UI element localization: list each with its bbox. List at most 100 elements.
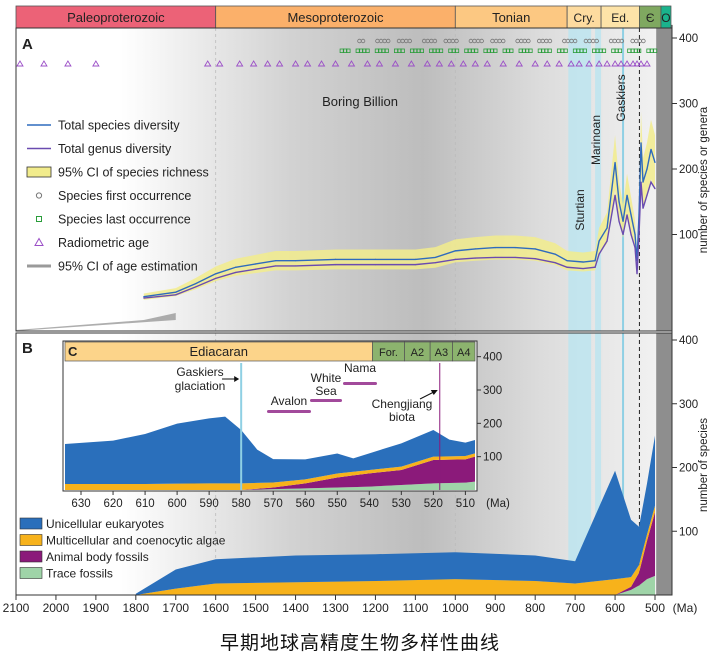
last-occurrence-marker — [611, 48, 616, 53]
glaciation-label: Marinoan — [589, 115, 603, 165]
phanerozoic-shade — [656, 333, 672, 595]
era-label: Ed. — [611, 11, 629, 25]
c-x-tick-label: 540 — [360, 498, 379, 510]
c-algae-area — [65, 453, 475, 490]
c-unicellular-area — [65, 416, 475, 484]
species-point — [255, 263, 257, 265]
radiometric-age-marker — [435, 60, 444, 67]
x-tick-label: 1200 — [362, 601, 389, 615]
genus-point — [594, 266, 596, 268]
last-occurrence-marker — [416, 48, 421, 53]
right-axis-tick-label: 400 — [679, 33, 698, 45]
glaciation-label: Gaskiers — [614, 74, 628, 121]
last-occurrence-marker — [365, 48, 370, 53]
species-diversity-line — [143, 142, 656, 298]
species-point — [414, 258, 416, 260]
last-occurrence-marker — [397, 48, 402, 53]
genus-point — [195, 286, 197, 288]
panel-b-right-axis-label: number of species — [698, 418, 710, 512]
legend-label: 95% CI of age estimation — [58, 260, 198, 274]
last-occurrence-marker — [355, 48, 361, 53]
radiometric-age-marker — [633, 60, 641, 67]
radiometric-age-marker — [263, 60, 272, 67]
right-axis-tick-label: 100 — [679, 230, 698, 242]
unicellular-area — [135, 435, 655, 595]
last-occurrence-marker — [601, 48, 607, 53]
last-occurrence-marker — [473, 48, 479, 53]
right-axis-tick-label: 300 — [679, 99, 698, 111]
species-point — [143, 296, 145, 298]
era-label: O — [661, 11, 670, 25]
genus-point — [494, 256, 496, 259]
gaskiers-annotation-1: Gaskiers — [176, 365, 223, 379]
c-right-axis-tick-label: 200 — [483, 418, 502, 430]
last-occurrence-marker — [633, 48, 639, 53]
first-occurrence-marker — [547, 38, 553, 44]
stage-label: A3 — [435, 347, 448, 359]
species-point — [650, 148, 652, 150]
age-ci-wedge — [16, 313, 176, 331]
genus-point — [566, 266, 568, 268]
first-occurrence-marker — [407, 38, 412, 44]
c-x-unit: (Ma) — [486, 498, 510, 510]
x-tick-label: 600 — [605, 601, 625, 615]
species-point — [594, 260, 596, 262]
figure-caption: 早期地球高精度生物多样性曲线 — [219, 632, 500, 654]
last-occurrence-marker — [381, 48, 386, 53]
stage-label: For. — [379, 347, 398, 359]
last-occurrence-marker — [582, 48, 587, 53]
panel-a-background — [16, 28, 672, 331]
genus-point — [598, 253, 600, 255]
panel-c-x-axis: 630 620 610 600 590 580 570 560 550 540 530 520 510 (… — [71, 491, 510, 510]
last-occurrence-marker — [614, 48, 619, 53]
last-occurrence-marker — [432, 48, 437, 53]
c-x-tick-label: 590 — [200, 498, 219, 510]
stage-label: A2 — [411, 347, 424, 359]
phanerozoic-shade — [656, 28, 672, 331]
species-point — [554, 253, 556, 255]
x-tick-label: 800 — [525, 601, 545, 615]
x-tick-label: 1900 — [83, 601, 110, 615]
radiometric-age-marker — [235, 60, 244, 67]
radiometric-age-marker — [303, 60, 312, 67]
species-point — [514, 247, 516, 249]
legend-label: Species last occurrence — [58, 213, 191, 227]
last-occurrence-marker — [537, 48, 543, 53]
legend-label: Trace fossils — [46, 567, 113, 581]
legend-label: Species first occurrence — [58, 189, 191, 203]
last-occurrence-marker — [518, 48, 524, 53]
radiometric-age-marker — [499, 60, 508, 67]
x-tick-label: 2100 — [3, 601, 30, 615]
radiometric-age-marker — [391, 60, 400, 67]
legend-label: Unicellular eukaryotes — [46, 517, 164, 531]
last-occurrence-marker — [547, 48, 552, 53]
stage-label: A4 — [457, 347, 470, 359]
genus-point — [650, 181, 652, 183]
radiometric-age-marker — [617, 60, 625, 67]
last-occurrence-marker — [448, 48, 453, 53]
panel-a-right-axis-label: number of species or genera — [698, 106, 710, 253]
species-point — [374, 258, 377, 260]
last-occurrence-marker — [489, 48, 495, 53]
last-occurrence-marker — [454, 48, 460, 53]
c-x-tick-label: 610 — [135, 498, 154, 510]
legend-label: 95% CI of species richness — [58, 166, 209, 180]
first-occurrence-marker — [526, 38, 531, 44]
legend-box-swatch — [26, 166, 52, 178]
panel-b-letter: B — [22, 340, 33, 357]
genus-point — [334, 264, 337, 266]
panel-b-right-axis: 400 300 200 100 — [671, 327, 698, 595]
last-occurrence-marker — [544, 48, 549, 53]
species-point — [434, 256, 436, 259]
right-axis-tick-label: 200 — [679, 164, 698, 176]
x-tick-label: 1500 — [242, 601, 269, 615]
genus-point — [618, 220, 620, 222]
radiometric-age-marker — [629, 60, 637, 67]
radiometric-age-marker — [317, 60, 326, 67]
c-trace-fossils-area — [65, 481, 475, 490]
last-occurrence-marker — [505, 48, 511, 53]
genus-point — [474, 257, 476, 259]
first-occurrence-marker — [572, 38, 578, 44]
